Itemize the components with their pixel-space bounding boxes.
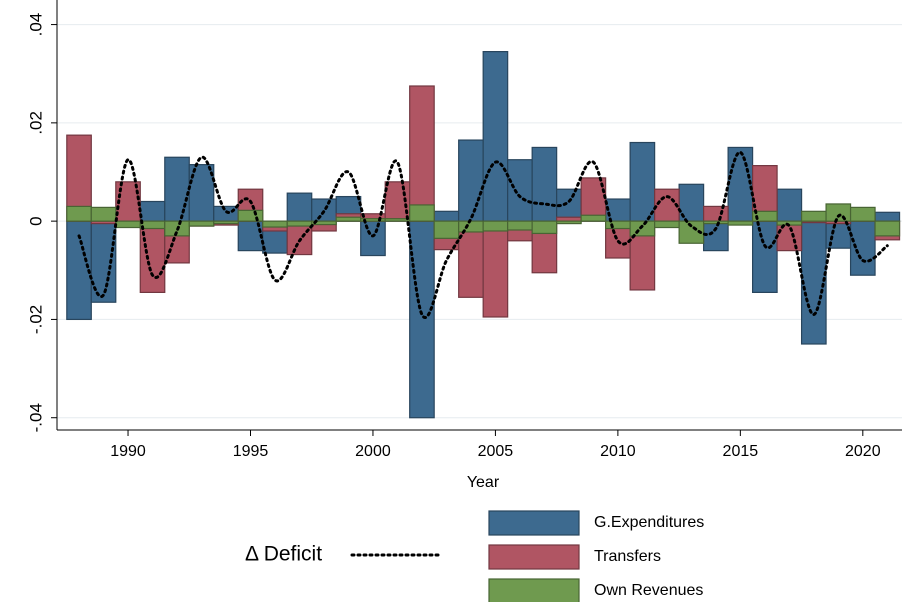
bar xyxy=(605,220,631,230)
legend-label: Δ Deficit xyxy=(245,543,322,566)
x-tick-label: 2015 xyxy=(723,443,759,460)
bar xyxy=(237,209,264,222)
deficit-line xyxy=(77,150,889,319)
legend-label: Own Revenues xyxy=(594,582,703,599)
x-tick-label: 1990 xyxy=(110,443,146,460)
bar xyxy=(213,220,239,225)
x-tick-label: 2020 xyxy=(845,443,881,460)
bar xyxy=(90,206,117,222)
bar xyxy=(629,141,656,222)
x-tick-label: 2005 xyxy=(478,443,514,460)
bar xyxy=(66,205,92,222)
bar xyxy=(629,220,656,237)
x-axis-label: Year xyxy=(467,474,500,491)
bar xyxy=(531,146,558,222)
y-tick-label: .04 xyxy=(26,13,45,37)
bar xyxy=(409,85,435,222)
bar xyxy=(751,220,778,293)
y-tick-label: .02 xyxy=(26,111,45,135)
bar xyxy=(654,220,680,229)
bar xyxy=(311,220,337,226)
bar xyxy=(849,206,876,222)
legend-label: G.Expenditures xyxy=(594,514,704,531)
bar xyxy=(286,192,313,222)
y-tick-label: -.04 xyxy=(26,403,45,432)
bar xyxy=(262,220,288,228)
bar xyxy=(556,220,582,225)
bar xyxy=(409,220,435,419)
bar xyxy=(458,139,484,222)
bar xyxy=(800,210,827,222)
bar xyxy=(433,210,460,222)
legend-label: Transfers xyxy=(594,548,661,565)
bar xyxy=(580,214,607,222)
legend-swatch xyxy=(488,544,580,570)
bar xyxy=(458,220,484,298)
bar xyxy=(482,50,509,222)
bar xyxy=(188,220,215,227)
bar xyxy=(507,220,533,231)
legend-swatch xyxy=(488,578,580,602)
bar xyxy=(360,220,386,257)
x-tick-label: 2010 xyxy=(600,443,636,460)
bar xyxy=(874,211,901,222)
bar xyxy=(458,220,484,233)
bar xyxy=(800,220,827,345)
legend-swatch xyxy=(488,510,580,536)
bar xyxy=(409,204,435,222)
bar xyxy=(703,205,729,222)
bar xyxy=(286,220,313,227)
bar xyxy=(678,220,705,244)
bar xyxy=(776,188,803,222)
x-tick-label: 2000 xyxy=(355,443,391,460)
x-tick-label: 1995 xyxy=(233,443,269,460)
bar xyxy=(482,220,509,318)
bar xyxy=(482,220,509,232)
bar xyxy=(286,220,313,256)
y-tick-label: 0 xyxy=(26,216,45,225)
bar xyxy=(507,159,533,222)
bar xyxy=(531,220,558,235)
bar xyxy=(751,210,778,222)
bar xyxy=(139,200,166,222)
y-tick-label: -.02 xyxy=(26,305,45,334)
bar xyxy=(115,220,141,229)
bar xyxy=(335,216,362,222)
bar xyxy=(164,156,190,222)
bar xyxy=(727,220,754,226)
bar xyxy=(703,220,729,225)
bar xyxy=(874,220,901,237)
bar xyxy=(849,220,876,276)
bar xyxy=(433,220,460,239)
